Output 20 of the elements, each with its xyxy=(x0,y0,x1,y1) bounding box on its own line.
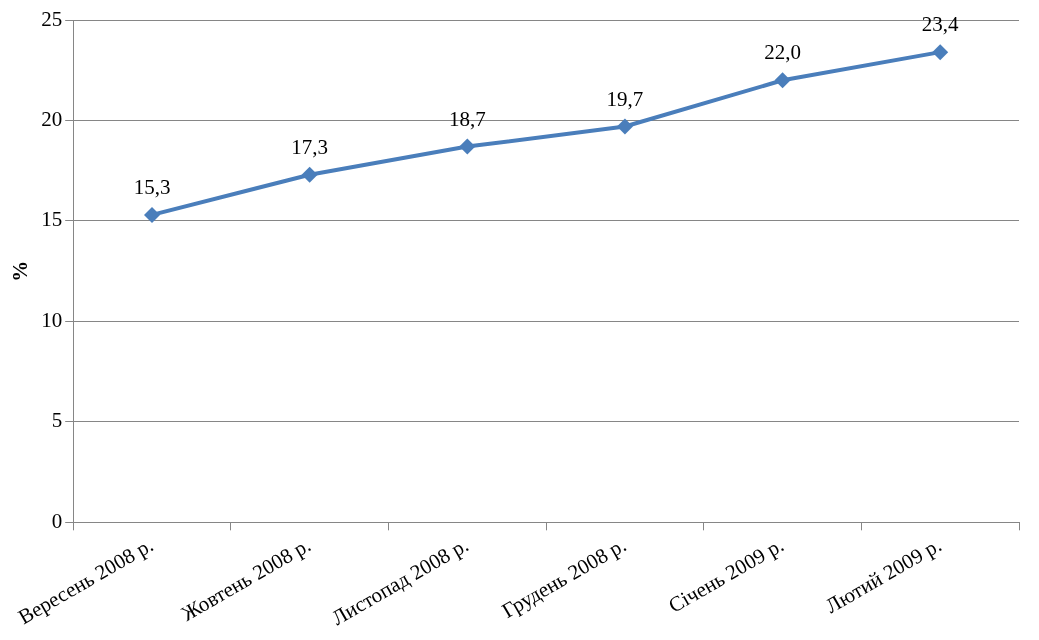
point xyxy=(616,118,633,135)
data-label: 15,3 xyxy=(133,174,171,199)
x-tick-label: Січень 2009 р. xyxy=(664,532,788,618)
point xyxy=(774,72,791,89)
y-axis-title: % xyxy=(8,260,33,282)
data-label: 19,7 xyxy=(606,86,644,111)
point xyxy=(301,166,318,183)
y-tick-label: 0 xyxy=(51,508,63,533)
y-tick-label: 5 xyxy=(51,408,63,433)
y-tick-label: 20 xyxy=(41,106,63,131)
data-label: 17,3 xyxy=(291,134,329,159)
point xyxy=(459,138,476,155)
y-tick-label: 15 xyxy=(41,207,63,232)
data-label: 22,0 xyxy=(764,40,801,65)
data-label: 23,4 xyxy=(921,12,960,37)
data-label: 18,7 xyxy=(448,106,486,131)
point xyxy=(144,206,161,223)
y-tick-label: 25 xyxy=(41,6,63,31)
point xyxy=(932,44,949,61)
y-tick-label: 10 xyxy=(41,307,63,332)
